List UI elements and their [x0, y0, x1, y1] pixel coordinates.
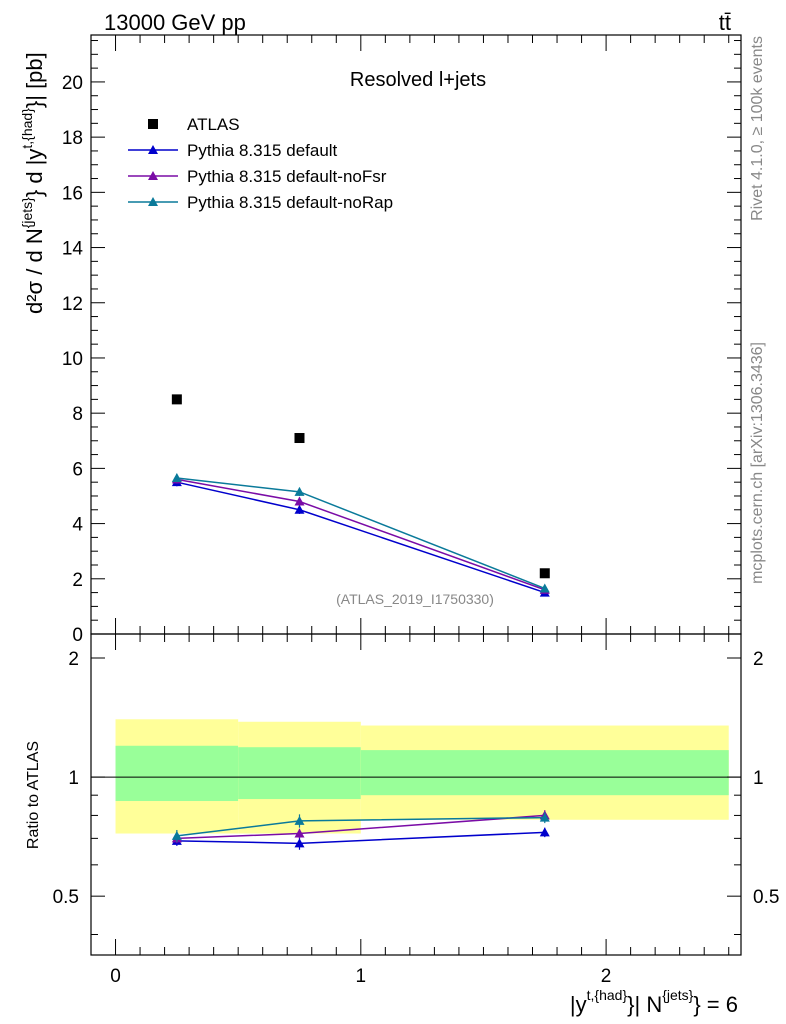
main-ticks: 0 2 4 6 8 10 12 14 16 18 20 — [62, 35, 741, 646]
atlas-data-point — [171, 394, 182, 405]
main-y-tick-label: 8 — [72, 404, 83, 425]
ratio-band-green — [238, 747, 361, 800]
main-y-tick-label: 14 — [62, 239, 84, 260]
y-title-yhad-sup: t,{had} — [19, 108, 35, 149]
x-title-yhad-sup: t,{had} — [587, 987, 628, 1003]
legend-entry-label: Pythia 8.315 default-noFsr — [187, 167, 387, 186]
ratio-data-point — [294, 815, 305, 825]
legend-marker-atlas — [148, 119, 158, 129]
x-title-mid: }| N — [627, 992, 662, 1017]
ratio-series-line — [176, 831, 545, 845]
main-y-tick-label: 6 — [72, 459, 83, 480]
ratio-frame — [90, 633, 742, 956]
ratio-y-tick-label-right: 2 — [753, 649, 764, 670]
main-y-tick-label: 20 — [62, 73, 83, 94]
analysis-watermark: (ATLAS_2019_I1750330) — [336, 591, 494, 607]
ratio-uncertainty-bands — [115, 719, 729, 834]
main-y-tick-label: 4 — [72, 515, 83, 536]
legend: ATLAS Pythia 8.315 default Pythia 8.315 de… — [128, 115, 393, 212]
main-series-markers — [171, 394, 550, 597]
ratio-panel: 0.5 0.5 1 1 2 2 0 1 2 — [53, 633, 779, 987]
main-y-axis-title: d²σ / d N{jets}} d |yt,{had}}| [pb] — [19, 52, 47, 314]
process-label: tt̄ — [719, 10, 731, 35]
ratio-band-green — [360, 750, 729, 796]
chart-title: Resolved l+jets — [350, 69, 486, 91]
ratio-y-axis-title: Ratio to ATLAS — [25, 741, 42, 849]
mc-data-point — [294, 486, 305, 496]
legend-entry-label: Pythia 8.315 default-noRap — [187, 193, 393, 212]
ratio-ticks: 0.5 0.5 1 1 2 2 0 1 2 — [53, 634, 779, 987]
main-series-lines — [176, 477, 546, 594]
mc-data-point — [171, 473, 182, 483]
x-axis-title: |yt,{had}}| N{jets}} = 6 — [570, 987, 738, 1017]
x-title-tail: } = 6 — [693, 992, 738, 1017]
main-y-tick-label: 16 — [62, 183, 83, 204]
y-title-mid: } d |y — [22, 149, 47, 198]
x-tick-label: 2 — [601, 966, 612, 987]
energy-label: 13000 GeV pp — [104, 10, 246, 35]
legend-marker-triangle — [148, 145, 158, 154]
ratio-y-tick-label: 1 — [68, 768, 79, 789]
main-y-tick-label: 12 — [62, 294, 83, 315]
main-y-tick-label: 18 — [62, 128, 83, 149]
ratio-data-point — [539, 827, 550, 837]
ratio-y-tick-label-right: 0.5 — [753, 887, 779, 908]
y-title-unit: }| [pb] — [22, 52, 47, 108]
mc-data-point — [294, 504, 305, 514]
ratio-data-point — [171, 830, 182, 840]
atlas-data-point — [539, 568, 550, 579]
ratio-data-point — [294, 828, 305, 838]
main-series-line — [176, 481, 546, 594]
main-y-tick-label: 10 — [62, 349, 83, 370]
x-title-njets-sup: {jets} — [662, 987, 693, 1003]
mcplots-label: mcplots.cern.ch [arXiv:1306.3436] — [749, 342, 766, 584]
main-y-tick-label: 0 — [72, 625, 83, 646]
x-tick-label: 1 — [356, 966, 367, 987]
ratio-y-tick-label: 2 — [68, 649, 79, 670]
legend-marker-triangle — [148, 197, 158, 206]
mc-data-point — [294, 496, 305, 506]
ratio-data-point — [539, 812, 550, 822]
ratio-y-tick-label-right: 1 — [753, 768, 764, 789]
main-panel: 0 2 4 6 8 10 12 14 16 18 20 Resolved l+jets (ATLAS… — [62, 34, 742, 646]
ratio-y-tick-label: 0.5 — [53, 887, 79, 908]
x-title-y: |y — [570, 992, 587, 1017]
legend-entry-label: ATLAS — [187, 115, 240, 134]
ratio-band-green — [115, 745, 239, 802]
main-y-tick-label: 2 — [72, 570, 83, 591]
legend-entry-label: Pythia 8.315 default — [187, 141, 338, 160]
y-title-d2sigma: d²σ / d N — [22, 228, 47, 314]
y-title-njets-sup: {jets} — [19, 197, 35, 228]
legend-marker-triangle — [148, 171, 158, 180]
ratio-data-point — [294, 838, 305, 848]
rivet-version-label: Rivet 4.1.0, ≥ 100k events — [749, 36, 766, 221]
atlas-data-point — [294, 433, 305, 444]
x-tick-label: 0 — [110, 966, 121, 987]
mc-data-point — [539, 583, 550, 593]
ratio-series — [171, 810, 550, 850]
